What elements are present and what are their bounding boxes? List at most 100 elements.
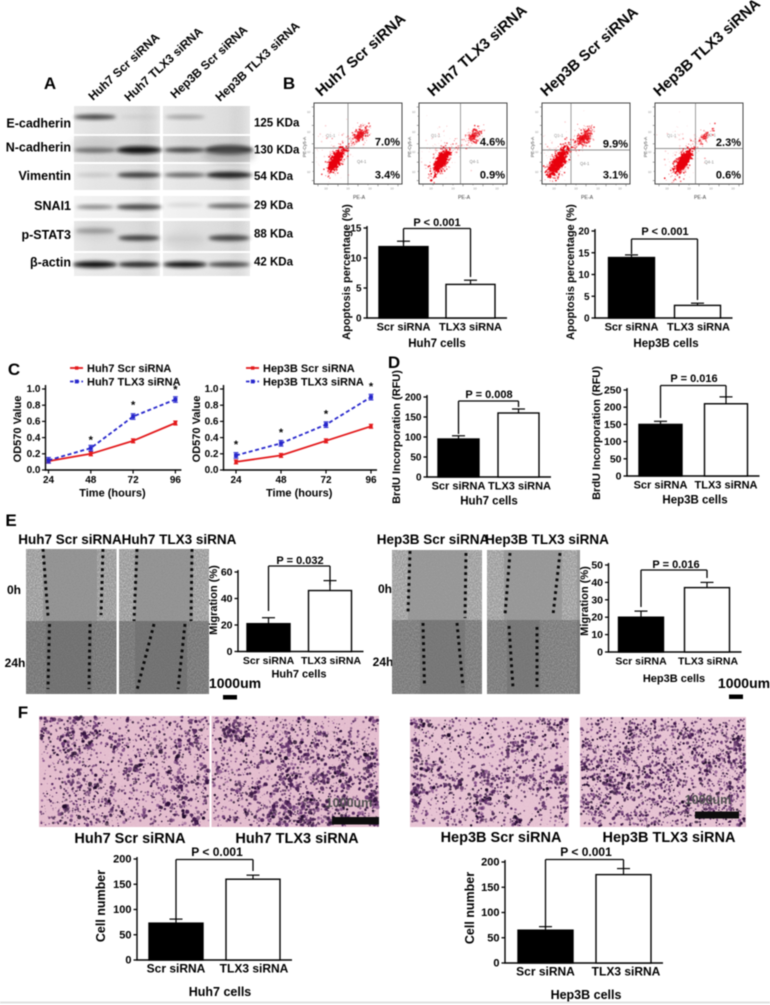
svg-text:Scr siRNA: Scr siRNA [634, 480, 688, 492]
svg-text:Huh7 Scr siRNA: Huh7 Scr siRNA [18, 532, 122, 547]
svg-text:3.4%: 3.4% [375, 170, 400, 182]
svg-text:Time (hours): Time (hours) [266, 488, 333, 500]
svg-text:10: 10 [648, 110, 652, 114]
svg-text:Huh7 Scr siRNA: Huh7 Scr siRNA [312, 10, 409, 100]
svg-text:0: 0 [616, 471, 622, 483]
svg-text:PE-Cy5-A: PE-Cy5-A [530, 136, 535, 157]
svg-text:Hep3B Scr siRNA: Hep3B Scr siRNA [441, 830, 562, 846]
svg-text:Time (hours): Time (hours) [79, 488, 146, 500]
svg-text:20: 20 [221, 620, 233, 632]
svg-text:Q4-1: Q4-1 [357, 159, 367, 164]
svg-text:40: 40 [591, 577, 603, 589]
svg-text:10: 10 [665, 186, 669, 190]
svg-text:1000um: 1000um [209, 675, 261, 691]
svg-text:10: 10 [552, 186, 556, 190]
svg-text:4.6%: 4.6% [480, 137, 505, 149]
svg-text:TLX3 siRNA: TLX3 siRNA [439, 322, 502, 334]
svg-text:*: * [279, 427, 284, 439]
svg-text:10: 10 [307, 110, 311, 114]
svg-text:0: 0 [584, 314, 590, 325]
svg-text:Hep3B Scr siRNA: Hep3B Scr siRNA [537, 4, 641, 100]
svg-text:30: 30 [591, 594, 603, 606]
svg-text:P < 0.001: P < 0.001 [413, 217, 460, 229]
svg-text:Hep3B cells: Hep3B cells [662, 495, 727, 507]
svg-text:Q4-1: Q4-1 [580, 161, 590, 166]
svg-text:5: 5 [584, 292, 590, 303]
svg-text:10: 10 [495, 186, 499, 190]
svg-text:0.4: 0.4 [27, 433, 41, 444]
svg-text:10: 10 [451, 186, 455, 190]
svg-text:0.2: 0.2 [205, 449, 219, 460]
svg-text:Hep3B cells: Hep3B cells [643, 673, 705, 685]
svg-text:Migration (%): Migration (%) [208, 565, 220, 635]
svg-text:10: 10 [709, 186, 713, 190]
svg-text:Q1-1: Q1-1 [554, 133, 564, 138]
svg-text:60: 60 [221, 567, 233, 579]
svg-text:10: 10 [596, 186, 600, 190]
svg-text:0: 0 [597, 647, 603, 659]
svg-text:10: 10 [390, 186, 394, 190]
svg-text:p-STAT3: p-STAT3 [21, 228, 71, 242]
svg-text:Scr siRNA: Scr siRNA [432, 481, 486, 493]
svg-text:10: 10 [578, 270, 590, 281]
svg-text:0: 0 [227, 646, 233, 658]
svg-text:P = 0.032: P = 0.032 [276, 555, 323, 567]
svg-text:96: 96 [365, 475, 377, 486]
svg-text:Scr siRNA: Scr siRNA [377, 322, 431, 334]
svg-text:TLX3 siRNA: TLX3 siRNA [488, 481, 551, 493]
svg-text:200: 200 [113, 854, 131, 866]
svg-text:88 KDa: 88 KDa [254, 229, 294, 241]
svg-text:Hep3B cells: Hep3B cells [633, 338, 698, 350]
svg-text:F: F [18, 703, 28, 722]
svg-text:150: 150 [405, 413, 422, 424]
svg-text:0.9%: 0.9% [480, 170, 505, 182]
svg-text:P < 0.001: P < 0.001 [560, 845, 612, 859]
svg-text:40: 40 [221, 593, 233, 605]
svg-text:Huh7 TLX3 siRNA: Huh7 TLX3 siRNA [87, 376, 181, 388]
svg-text:10: 10 [368, 186, 372, 190]
svg-text:0.8: 0.8 [205, 400, 219, 411]
svg-text:10: 10 [574, 186, 578, 190]
svg-text:P = 0.016: P = 0.016 [670, 373, 717, 385]
svg-text:10: 10 [648, 170, 652, 174]
svg-text:Q4-1: Q4-1 [705, 160, 715, 165]
svg-text:10: 10 [648, 130, 652, 134]
svg-text:P < 0.001: P < 0.001 [641, 226, 688, 238]
svg-text:200: 200 [481, 857, 499, 869]
svg-text:Huh7 cells: Huh7 cells [460, 496, 518, 508]
svg-text:Q1-1: Q1-1 [667, 133, 677, 138]
svg-text:E: E [5, 511, 16, 530]
svg-text:125 KDa: 125 KDa [254, 118, 300, 130]
svg-text:P < 0.001: P < 0.001 [191, 845, 243, 859]
svg-text:24: 24 [43, 475, 55, 486]
svg-text:100: 100 [113, 904, 131, 916]
svg-text:Scr siRNA: Scr siRNA [516, 965, 575, 979]
svg-text:PE-A: PE-A [458, 195, 471, 201]
svg-text:*: * [131, 399, 136, 411]
svg-text:Q2-1: Q2-1 [359, 132, 369, 137]
svg-text:BrdU Incorporation (RFU): BrdU Incorporation (RFU) [391, 370, 403, 504]
svg-text:3.1%: 3.1% [603, 170, 628, 182]
svg-text:Huh7 TLX3 siRNA: Huh7 TLX3 siRNA [122, 532, 237, 547]
svg-text:10: 10 [412, 110, 416, 114]
svg-text:10: 10 [687, 186, 691, 190]
svg-text:10: 10 [412, 170, 416, 174]
svg-text:72: 72 [320, 475, 332, 486]
svg-text:Huh7 Scr siRNA: Huh7 Scr siRNA [87, 363, 171, 375]
svg-text:Apoptosis percentage (%): Apoptosis percentage (%) [341, 204, 353, 340]
svg-text:N-cadherin: N-cadherin [6, 141, 71, 155]
svg-text:TLX3 siRNA: TLX3 siRNA [301, 655, 362, 667]
svg-text:50: 50 [410, 453, 422, 464]
svg-text:10: 10 [307, 170, 311, 174]
svg-text:β-actin: β-actin [30, 256, 71, 270]
svg-text:PE-Cy5-A: PE-Cy5-A [407, 136, 412, 157]
svg-text:20: 20 [578, 227, 590, 238]
svg-text:100: 100 [481, 907, 499, 919]
svg-text:Q4-1: Q4-1 [470, 159, 480, 164]
svg-text:7.0%: 7.0% [375, 137, 400, 149]
svg-text:Q1-1: Q1-1 [326, 133, 336, 138]
svg-text:Hep3B Scr siRNA: Hep3B Scr siRNA [377, 532, 490, 547]
svg-text:TLX3 siRNA: TLX3 siRNA [592, 965, 661, 979]
svg-text:P = 0.016: P = 0.016 [652, 559, 699, 571]
svg-text:Apoptosis percentage (%): Apoptosis percentage (%) [565, 204, 577, 340]
